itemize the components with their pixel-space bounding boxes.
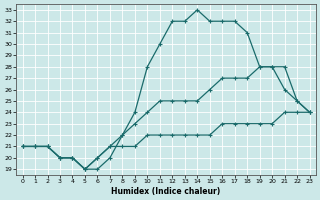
X-axis label: Humidex (Indice chaleur): Humidex (Indice chaleur) xyxy=(111,187,221,196)
